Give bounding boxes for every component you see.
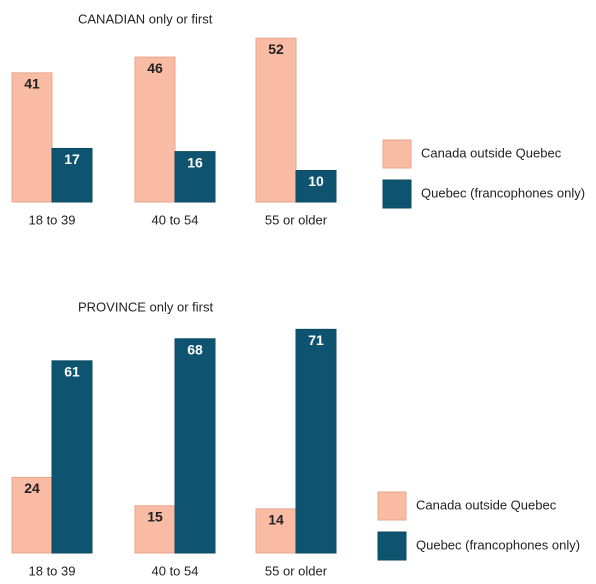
value-label: 46: [147, 60, 163, 76]
legend-label: Quebec (francophones only): [416, 537, 580, 552]
bar: [51, 147, 93, 203]
legend-label: Canada outside Quebec: [416, 497, 557, 512]
value-label: 16: [187, 154, 203, 170]
value-label: 68: [187, 342, 203, 358]
bar: [51, 360, 93, 554]
value-label: 61: [64, 364, 80, 380]
x-tick-label: 18 to 39: [29, 563, 76, 578]
bar: [295, 170, 337, 203]
bar: [134, 56, 176, 203]
bar: [255, 508, 297, 554]
bar: [295, 328, 337, 554]
value-label: 17: [64, 151, 80, 167]
value-label: 41: [24, 76, 40, 92]
bar: [11, 72, 53, 203]
x-tick-label: 55 or older: [265, 212, 328, 227]
legend-swatch: [377, 491, 407, 521]
legend-swatch: [382, 139, 412, 169]
legend-label: Quebec (francophones only): [421, 185, 585, 200]
value-label: 10: [308, 173, 324, 189]
bar: [255, 37, 297, 203]
x-tick-label: 40 to 54: [152, 212, 199, 227]
bar: [134, 505, 176, 554]
legend-swatch: [377, 531, 407, 561]
chart-title: PROVINCE only or first: [78, 299, 213, 314]
value-label: 52: [268, 41, 284, 57]
value-label: 71: [308, 332, 324, 348]
bar: [174, 338, 216, 554]
value-label: 24: [24, 480, 40, 496]
value-label: 14: [268, 512, 284, 528]
x-tick-label: 18 to 39: [29, 212, 76, 227]
legend-swatch: [382, 179, 412, 209]
bar: [174, 151, 216, 203]
x-tick-label: 55 or older: [265, 563, 328, 578]
legend-label: Canada outside Quebec: [421, 145, 562, 160]
x-tick-label: 40 to 54: [152, 563, 199, 578]
value-label: 15: [147, 508, 163, 524]
chart-title: CANADIAN only or first: [78, 11, 213, 26]
